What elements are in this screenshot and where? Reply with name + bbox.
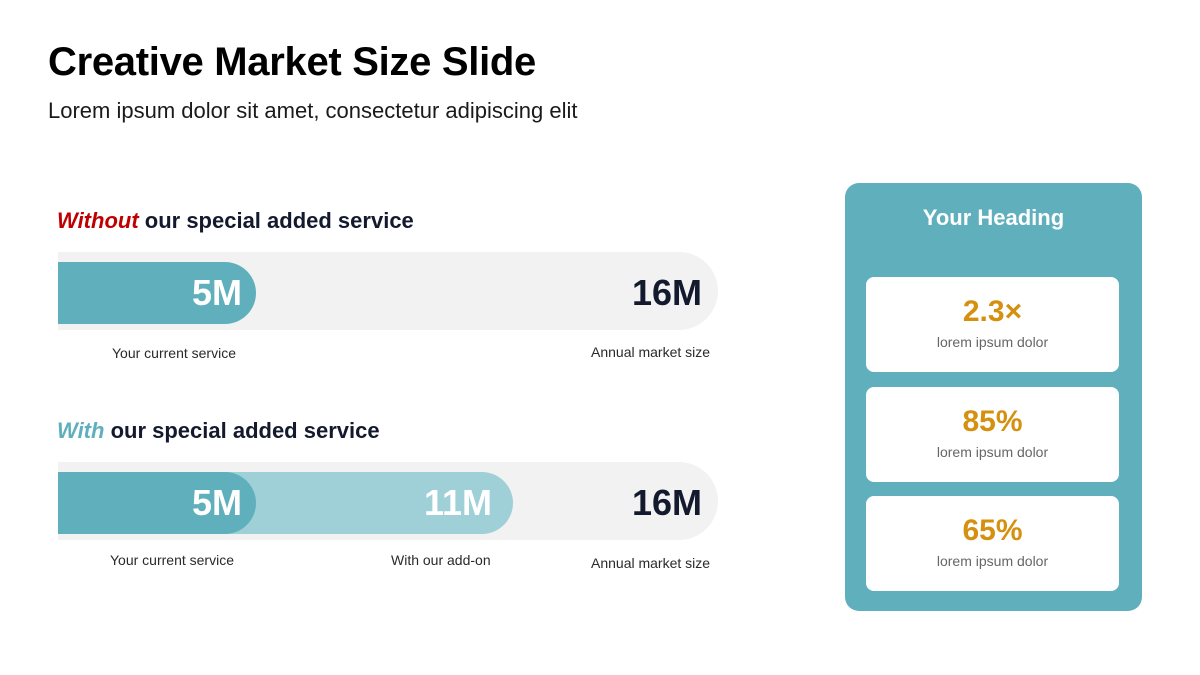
with-current-service-fill bbox=[58, 472, 256, 534]
without-current-caption: Your current service bbox=[112, 345, 236, 361]
stat-value: 85% bbox=[962, 405, 1023, 438]
without-current-value: 5M bbox=[191, 272, 242, 313]
with-market-bar: 5M 11M 16M bbox=[58, 462, 718, 540]
stat-value: 65% bbox=[962, 514, 1023, 547]
stat-label: lorem ipsum dolor bbox=[936, 444, 1049, 460]
without-market-bar: 5M 16M bbox=[58, 252, 718, 330]
with-section-heading: With our special added service bbox=[57, 418, 380, 444]
without-current-service-fill bbox=[58, 262, 256, 324]
without-market-value: 16M bbox=[631, 272, 702, 313]
stats-panel: Your Heading 2.3× lorem ipsum dolor 85% … bbox=[845, 183, 1142, 611]
without-accent-word: Without bbox=[57, 208, 139, 233]
with-current-caption: Your current service bbox=[110, 552, 234, 568]
stat-label: lorem ipsum dolor bbox=[936, 334, 1049, 350]
without-market-caption: Annual market size bbox=[591, 344, 711, 360]
with-addon-value: 11M bbox=[423, 482, 492, 523]
stat-card: 65% lorem ipsum dolor bbox=[866, 496, 1119, 591]
stat-card: 2.3× lorem ipsum dolor bbox=[866, 277, 1119, 372]
without-heading-text: our special added service bbox=[138, 208, 414, 233]
slide-subtitle: Lorem ipsum dolor sit amet, consectetur … bbox=[48, 98, 578, 123]
with-current-value: 5M bbox=[191, 482, 242, 523]
with-market-value: 16M bbox=[631, 482, 702, 523]
with-market-caption: Annual market size bbox=[591, 555, 711, 571]
with-heading-text: our special added service bbox=[104, 418, 380, 443]
without-section-heading: Without our special added service bbox=[57, 208, 414, 234]
slide-title: Creative Market Size Slide bbox=[48, 40, 536, 84]
stat-label: lorem ipsum dolor bbox=[936, 553, 1049, 569]
with-accent-word: With bbox=[57, 418, 105, 443]
stat-card: 85% lorem ipsum dolor bbox=[866, 387, 1119, 482]
stat-value: 2.3× bbox=[962, 295, 1023, 328]
panel-heading: Your Heading bbox=[922, 205, 1065, 230]
with-addon-caption: With our add-on bbox=[391, 552, 491, 568]
